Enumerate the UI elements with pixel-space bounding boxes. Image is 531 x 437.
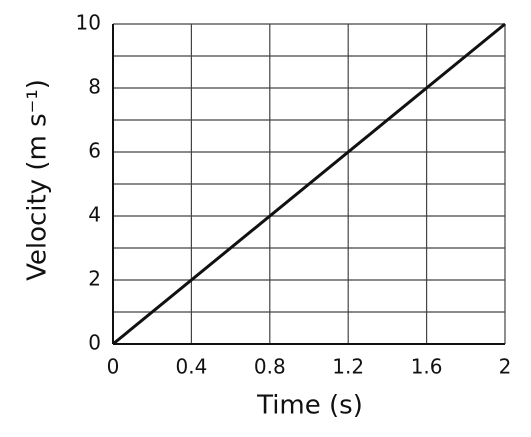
x-tick-label: 1.6 [411,355,443,379]
data-line [112,22,506,346]
y-tick-label: 6 [88,139,101,163]
x-tick-label: 0.8 [254,355,286,379]
y-tick-label: 4 [88,203,101,227]
x-axis-label: Time (s) [256,391,363,421]
y-axis-label: Velocity (m s⁻¹) [23,79,53,281]
y-tick-label: 10 [76,11,101,35]
x-tick-label: 2 [499,355,512,379]
y-tick-label: 2 [88,267,101,291]
y-tick-label: 8 [88,75,101,99]
x-tick-label: 0 [107,355,120,379]
x-tick-label: 1.2 [332,355,364,379]
y-tick-label: 0 [88,331,101,355]
x-tick-label: 0.4 [175,355,207,379]
